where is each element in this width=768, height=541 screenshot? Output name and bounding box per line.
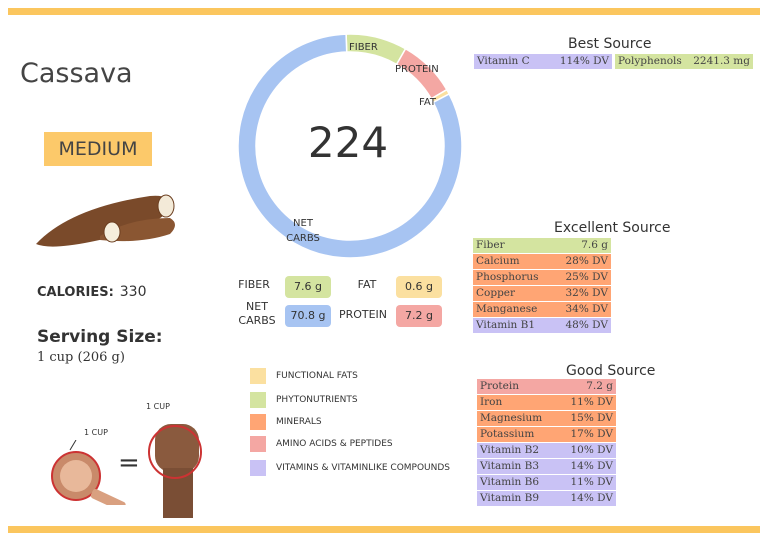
nutrient-value: 25% DV <box>565 271 609 283</box>
legend-minerals: MINERALS <box>250 414 322 430</box>
legend-vitamins: VITAMINS & VITAMINLIKE COMPOUNDS <box>250 460 450 476</box>
nutrient-name: Vitamin B2 <box>480 444 540 456</box>
nutrient-name: Vitamin B9 <box>480 492 540 504</box>
fist-label: 1 CUP <box>146 402 170 411</box>
donut-label-fiber: FIBER <box>349 42 378 53</box>
page-title: Cassava <box>20 58 133 89</box>
nutrient-value: 7.6 g <box>581 239 608 251</box>
size-badge: MEDIUM <box>44 132 152 166</box>
fist-image <box>148 424 202 518</box>
nutrient-name: Copper <box>476 287 516 299</box>
nutrient-row: Vitamin B2 10% DV <box>477 443 616 458</box>
calories-label: CALORIES: <box>37 285 114 300</box>
nutrient-name: Potassium <box>480 428 535 440</box>
good-source-title: Good Source <box>566 363 656 379</box>
nutrient-value: 11% DV <box>570 476 614 488</box>
nutrient-name: Manganese <box>476 303 538 315</box>
best-source-table: Vitamin C 114% DV Polyphenols 2241.3 mg <box>474 54 753 70</box>
legend-swatch <box>250 368 266 384</box>
serving-size-label: Serving Size: <box>37 327 163 347</box>
nutrient-name: Phosphorus <box>476 271 539 283</box>
macro-value-fiber: 7.6 g <box>285 276 331 298</box>
nutrient-value: 17% DV <box>570 428 614 440</box>
nutrient-row: Vitamin C 114% DV <box>474 54 612 69</box>
equals-sign: = <box>118 448 140 478</box>
nutrient-value: 11% DV <box>570 396 614 408</box>
nutrient-value: 7.2 g <box>586 380 613 392</box>
nutrient-row: Polyphenols 2241.3 mg <box>615 54 753 69</box>
nutrient-value: 32% DV <box>565 287 609 299</box>
macro-label-fiber: FIBER <box>238 278 270 291</box>
nutrient-name: Fiber <box>476 239 505 251</box>
macro-value-net-carbs: 70.8 g <box>285 305 331 327</box>
legend-swatch <box>250 414 266 430</box>
nutrient-name: Polyphenols <box>618 55 682 67</box>
nutrient-value: 48% DV <box>565 319 609 331</box>
calories: CALORIES: 330 <box>37 284 147 300</box>
nutrient-row: Manganese 34% DV <box>473 302 611 317</box>
nutrient-value: 14% DV <box>570 492 614 504</box>
nutrient-value: 14% DV <box>570 460 614 472</box>
donut-label-net-carbs: NET CARBS <box>286 218 320 244</box>
legend-text: VITAMINS & VITAMINLIKE COMPOUNDS <box>276 463 451 473</box>
nutrient-name: Protein <box>480 380 519 392</box>
macro-label-fat: FAT <box>357 278 377 291</box>
cassava-image <box>36 194 175 247</box>
nutrient-row: Copper 32% DV <box>473 286 611 301</box>
nutrient-name: Vitamin B3 <box>480 460 540 472</box>
nutrient-row: Protein 7.2 g <box>477 379 616 394</box>
donut-label-protein: PROTEIN <box>395 64 439 75</box>
nutrient-row: Iron 11% DV <box>477 395 616 410</box>
excellent-source-title: Excellent Source <box>554 220 671 236</box>
nutrient-name: Vitamin C <box>477 55 530 67</box>
serving-size-value: 1 cup (206 g) <box>37 350 125 365</box>
nutrient-value: 10% DV <box>570 444 614 456</box>
legend-text: PHYTONUTRIENTS <box>276 395 358 405</box>
legend-swatch <box>250 392 266 408</box>
nutrient-value: 114% DV <box>559 55 609 67</box>
nutrient-name: Magnesium <box>480 412 543 424</box>
best-source-title: Best Source <box>568 36 652 52</box>
macro-value-protein: 7.2 g <box>396 305 442 327</box>
nutrient-row: Magnesium 15% DV <box>477 411 616 426</box>
nutrient-row: Fiber 7.6 g <box>473 238 611 253</box>
macro-label-protein: PROTEIN <box>338 308 388 321</box>
calories-value: 330 <box>119 284 147 300</box>
donut-slice-carbs <box>237 33 463 259</box>
nutrient-value: 34% DV <box>565 303 609 315</box>
top-accent-bar <box>8 8 760 15</box>
nutrient-value: 15% DV <box>570 412 614 424</box>
nutrient-name: Calcium <box>476 255 520 267</box>
macro-value-fat: 0.6 g <box>396 276 442 298</box>
nutrient-row: Vitamin B9 14% DV <box>477 491 616 506</box>
nutrient-row: Potassium 17% DV <box>477 427 616 442</box>
legend-swatch <box>250 436 266 452</box>
nutrient-row: Calcium 28% DV <box>473 254 611 269</box>
legend-swatch <box>250 460 266 476</box>
nutrient-value: 2241.3 mg <box>693 55 750 67</box>
legend-amino-acids: AMINO ACIDS & PEPTIDES <box>250 436 393 452</box>
nutrient-name: Vitamin B6 <box>480 476 540 488</box>
good-source-table: Protein 7.2 g Iron 11% DV Magnesium 15% DV Pot… <box>477 379 616 507</box>
calories-center-value: 224 <box>307 118 389 167</box>
nutrient-name: Vitamin B1 <box>476 319 536 331</box>
donut-label-fat: FAT <box>419 97 437 108</box>
macro-label-net-carbs: NET CARBS <box>238 300 276 327</box>
cup-label: 1 CUP <box>84 428 108 437</box>
legend-phytonutrients: PHYTONUTRIENTS <box>250 392 358 408</box>
nutrient-value: 28% DV <box>565 255 609 267</box>
legend-functional-fats: FUNCTIONAL FATS <box>250 368 358 384</box>
legend-text: FUNCTIONAL FATS <box>276 371 358 381</box>
measuring-cup-image <box>51 440 126 505</box>
nutrient-row: Vitamin B3 14% DV <box>477 459 616 474</box>
excellent-source-table: Fiber 7.6 g Calcium 28% DV Phosphorus 25% DV C… <box>473 238 611 334</box>
legend-text: AMINO ACIDS & PEPTIDES <box>276 439 393 449</box>
nutrient-name: Iron <box>480 396 503 408</box>
legend-text: MINERALS <box>276 417 322 427</box>
donut-chart <box>237 33 463 259</box>
nutrient-row: Phosphorus 25% DV <box>473 270 611 285</box>
nutrient-row: Vitamin B1 48% DV <box>473 318 611 333</box>
nutrient-row: Vitamin B6 11% DV <box>477 475 616 490</box>
bottom-accent-bar <box>8 526 760 533</box>
